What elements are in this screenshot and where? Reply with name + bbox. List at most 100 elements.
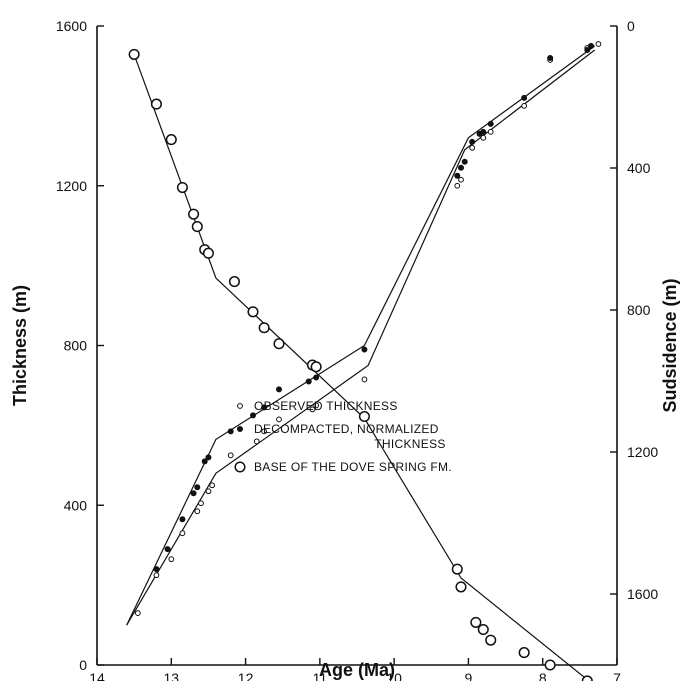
observed-thickness-point <box>198 500 204 507</box>
observed-thickness-point <box>313 402 320 409</box>
x-tick-label: 12 <box>238 670 254 681</box>
x-tick-label: 8 <box>539 670 547 681</box>
observed-thickness-trend <box>126 49 596 626</box>
x-tick-label: 13 <box>163 670 179 681</box>
observed-thickness-point <box>361 376 368 383</box>
observed-thickness-point <box>276 416 282 423</box>
left-y-tick-label: 800 <box>64 338 88 354</box>
dove-spring-base-point <box>544 659 556 671</box>
legend-decompacted-thickness-label: DECOMPACTED, NORMALIZED <box>254 422 439 436</box>
legend-observed-thickness-label: OBSERVED THICKNESS <box>254 399 398 413</box>
right-y-tick-label: 400 <box>627 160 651 176</box>
decompacted-thickness-point <box>547 54 554 61</box>
dove-spring-base-point <box>273 338 285 350</box>
data-points <box>128 41 602 681</box>
dove-spring-base-point <box>477 623 489 636</box>
legend-observed-thickness-marker <box>237 403 243 409</box>
decompacted-thickness-point <box>205 454 212 461</box>
decompacted-thickness-point <box>457 164 464 171</box>
decompacted-thickness-point <box>469 138 476 145</box>
dove-spring-base-point <box>176 181 188 194</box>
decompacted-thickness-point <box>201 458 208 465</box>
decompacted-thickness-point <box>313 374 320 381</box>
dove-spring-base-point <box>191 221 203 233</box>
observed-thickness-point <box>209 482 216 489</box>
left-y-axis-title: Thickness (m) <box>10 285 30 406</box>
dove-spring-base-point <box>485 634 497 646</box>
left-y-tick-label: 1200 <box>56 178 87 194</box>
decompacted-thickness-point <box>584 46 591 53</box>
axis-ticks: 14 13 12 11 10 9 8 7 0 400 800 1200 1600 0 400 800 1200 1… <box>56 18 659 681</box>
observed-thickness-point <box>261 428 268 435</box>
dove-spring-base-point <box>581 675 593 681</box>
dove-spring-base-point <box>358 410 370 423</box>
left-y-tick-label: 0 <box>79 657 87 673</box>
x-tick-label: 9 <box>465 670 473 681</box>
decompacted-thickness-point <box>249 412 256 419</box>
x-tick-label: 14 <box>89 670 105 681</box>
right-y-tick-label: 800 <box>627 302 651 318</box>
x-tick-label: 7 <box>613 670 621 681</box>
axis-titles: Age (Ma) Thickness (m) Sudsidence (m) <box>10 278 680 680</box>
subsidence-trend <box>133 54 590 681</box>
legend: OBSERVED THICKNESS DECOMPACTED, NORMALIZE… <box>234 399 452 474</box>
dove-spring-base-point <box>258 322 270 334</box>
decompacted-thickness-point <box>588 42 595 49</box>
dove-spring-base-point <box>128 48 140 60</box>
observed-thickness-point <box>168 556 175 563</box>
decompacted-thickness-point <box>227 428 234 435</box>
decompacted-thickness-point <box>194 484 201 491</box>
observed-thickness-point <box>227 452 234 459</box>
observed-thickness-point <box>469 144 476 151</box>
x-tick-label: 10 <box>386 670 402 681</box>
dove-spring-base-point <box>150 98 162 110</box>
decompacted-thickness-point <box>261 404 268 411</box>
dove-spring-base-point <box>455 581 467 593</box>
decompacted-thickness-point <box>153 566 160 573</box>
dove-spring-base-point <box>518 647 530 659</box>
decompacted-thickness-point <box>179 516 186 523</box>
observed-thickness-point <box>205 488 212 495</box>
decompacted-thickness-point <box>521 94 528 101</box>
observed-thickness-point <box>458 176 464 183</box>
observed-thickness-point <box>153 572 160 579</box>
decompacted-thickness-point <box>305 378 312 385</box>
dove-spring-base-point <box>310 361 322 373</box>
decompacted-thickness-point <box>454 172 461 179</box>
dove-spring-base-point <box>228 276 240 288</box>
legend-dove-spring-base-label: BASE OF THE DOVE SPRING FM. <box>254 460 452 474</box>
decompacted-thickness-point <box>480 128 487 135</box>
decompacted-thickness-point <box>275 386 282 393</box>
observed-thickness-point <box>487 128 494 135</box>
right-y-axis-title: Sudsidence (m) <box>660 278 680 412</box>
dove-spring-base-point <box>202 247 214 259</box>
decompacted-thickness-point <box>361 346 368 353</box>
observed-thickness-point <box>179 530 186 537</box>
observed-thickness-point <box>521 102 528 109</box>
legend-decompacted-thickness-marker <box>236 425 243 432</box>
decompacted-thickness-point <box>164 546 171 553</box>
legend-dove-spring-base-marker <box>234 461 246 473</box>
right-y-tick-label: 0 <box>627 18 635 34</box>
dove-spring-base-point <box>247 306 259 318</box>
trend-lines <box>126 45 596 681</box>
observed-thickness-point <box>309 406 316 413</box>
x-tick-label: 11 <box>313 670 328 681</box>
observed-thickness-point <box>595 41 602 47</box>
dove-spring-base-point <box>188 208 200 220</box>
axes-frame <box>96 26 618 666</box>
x-axis-title: Age (Ma) <box>319 660 395 680</box>
dove-spring-base-point <box>470 616 482 628</box>
dove-spring-base-point <box>165 134 177 146</box>
observed-thickness-point <box>480 134 487 141</box>
decompacted-thickness-point <box>190 490 197 497</box>
right-y-tick-label: 1600 <box>627 586 658 602</box>
legend-decompacted-thickness-label: THICKNESS <box>374 437 445 451</box>
dove-spring-base-point <box>451 563 463 575</box>
left-y-tick-label: 1600 <box>56 18 87 34</box>
decompacted-thickness-point <box>461 158 468 165</box>
decompacted-thickness-point <box>487 120 494 127</box>
decompacted-thickness-trend <box>126 45 596 626</box>
